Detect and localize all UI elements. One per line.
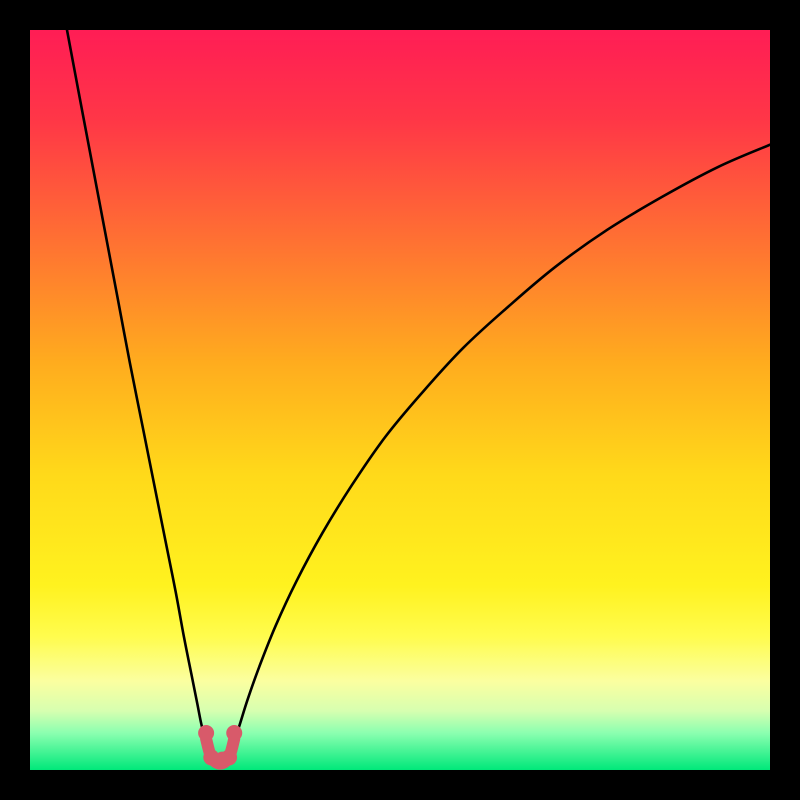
figure-root: TheBottleneck.com xyxy=(0,0,800,800)
chart-background xyxy=(30,30,770,770)
trough-dot xyxy=(198,725,214,741)
bottleneck-chart xyxy=(0,0,800,800)
trough-dot xyxy=(226,725,242,741)
trough-dot xyxy=(221,749,237,765)
